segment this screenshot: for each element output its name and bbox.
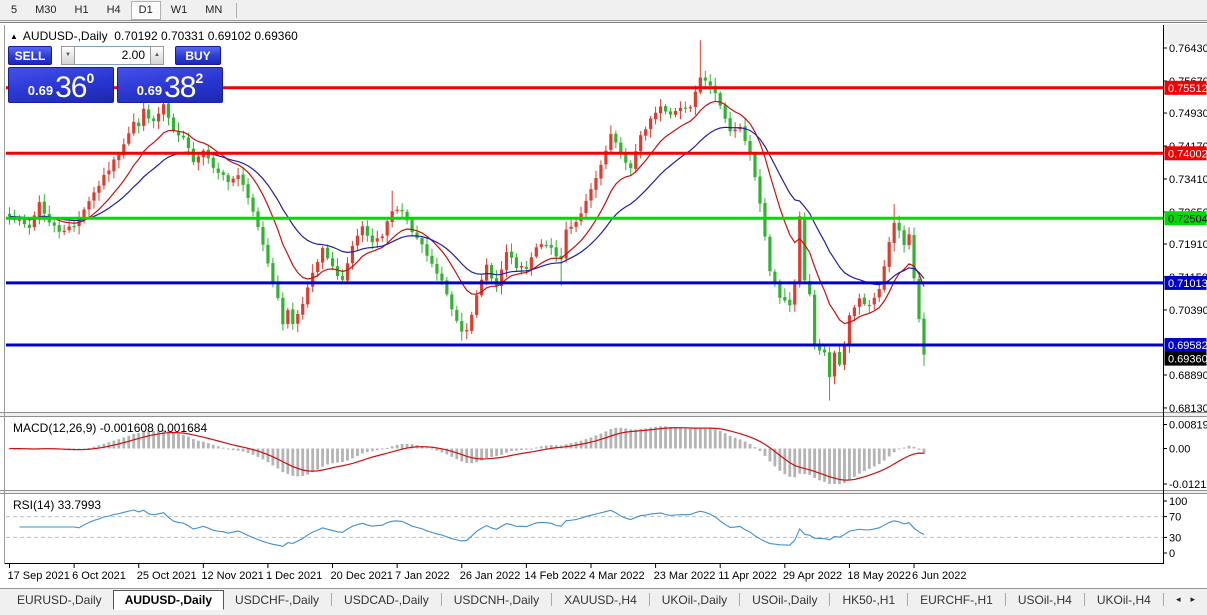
tab-ukoil-daily[interactable]: UKOil-,Daily [661, 592, 728, 607]
svg-text:17 Sep 2021: 17 Sep 2021 [8, 570, 70, 582]
timeframe-toolbar: 5 M30 H1 H4 D1 W1 MN [0, 0, 1207, 21]
tab-separator [739, 593, 741, 606]
tab-usdcad-daily[interactable]: USDCAD-,Daily [344, 592, 429, 607]
chart-ohlc: 0.70192 0.70331 0.69102 0.69360 [114, 29, 298, 43]
tab-separator [440, 593, 442, 606]
buy-price-big: 38 [164, 71, 196, 104]
svg-text:1 Dec 2021: 1 Dec 2021 [266, 570, 322, 582]
svg-text:0.71013: 0.71013 [1168, 278, 1207, 290]
svg-text:0.70390: 0.70390 [1169, 305, 1207, 317]
sell-price-small: 0.69 [27, 83, 54, 98]
svg-text:7 Jan 2022: 7 Jan 2022 [395, 570, 449, 582]
volume-field[interactable]: 2.00 [75, 46, 150, 65]
svg-text:11 Apr 2022: 11 Apr 2022 [718, 570, 777, 582]
timeframe-H4[interactable]: H4 [106, 3, 121, 16]
svg-text:14 Feb 2022: 14 Feb 2022 [524, 570, 586, 582]
tab-scroll-left-icon[interactable]: ◂ [1175, 594, 1181, 604]
svg-text:0.00: 0.00 [1169, 444, 1190, 456]
tab-separator [331, 593, 333, 606]
timeframe-M30[interactable]: M30 [35, 3, 57, 16]
chart-canvas[interactable]: 0.764300.756700.749300.741700.734100.726… [0, 23, 1207, 589]
sell-price-big: 36 [55, 71, 87, 104]
tab-separator [1083, 593, 1085, 606]
tab-separator [829, 593, 831, 606]
svg-text:0.69582: 0.69582 [1168, 340, 1207, 352]
volume-decrease-button[interactable]: ▼ [61, 46, 75, 65]
tab-usdcnh-daily[interactable]: USDCNH-,Daily [453, 592, 540, 607]
rsi-label: RSI(14) 33.7993 [13, 498, 101, 512]
svg-text:6 Jun 2022: 6 Jun 2022 [912, 570, 966, 582]
svg-text:29 Apr 2022: 29 Apr 2022 [783, 570, 842, 582]
svg-text:-0.01212: -0.01212 [1169, 479, 1207, 491]
timeframe-H1[interactable]: H1 [74, 3, 89, 16]
svg-text:18 May 2022: 18 May 2022 [847, 570, 911, 582]
svg-text:30: 30 [1169, 532, 1181, 544]
tab-scroll-right-icon[interactable]: ▸ [1190, 594, 1195, 604]
collapse-one-click-icon[interactable]: ▲ [10, 32, 18, 41]
sell-price-box[interactable]: 0.69 36 0 [8, 67, 114, 103]
svg-text:4 Mar 2022: 4 Mar 2022 [589, 570, 645, 582]
chart-title: ▲ AUDUSD-,Daily 0.70192 0.70331 0.69102 0… [10, 29, 298, 43]
svg-text:26 Jan 2022: 26 Jan 2022 [460, 570, 521, 582]
svg-text:0.68890: 0.68890 [1169, 370, 1207, 382]
svg-text:0.69360: 0.69360 [1168, 354, 1207, 366]
volume-increase-button[interactable]: ▲ [150, 46, 164, 65]
tab-xauusd-h4[interactable]: XAUUSD-,H4 [564, 592, 637, 607]
svg-text:0: 0 [1169, 548, 1175, 560]
tab-separator [551, 593, 553, 606]
tab-separator [648, 593, 650, 606]
svg-text:25 Oct 2021: 25 Oct 2021 [137, 570, 197, 582]
tab-eurchf-h1[interactable]: EURCHF-,H1 [920, 592, 993, 607]
tab-audusd-daily[interactable]: AUDUSD-,Daily [112, 589, 225, 610]
tab-usoil-h4[interactable]: USOil-,H4 [1017, 592, 1072, 607]
tab-hk50-h1[interactable]: HK50-,H1 [842, 592, 896, 607]
svg-text:23 Mar 2022: 23 Mar 2022 [654, 570, 716, 582]
timeframe-MN[interactable]: MN [205, 3, 223, 16]
sell-button[interactable]: SELL [8, 46, 52, 65]
buy-price-box[interactable]: 0.69 38 2 [117, 67, 223, 103]
tab-eurusd-daily[interactable]: EURUSD-,Daily [17, 592, 102, 607]
svg-text:20 Dec 2021: 20 Dec 2021 [331, 570, 393, 582]
timeframe-W1[interactable]: W1 [170, 3, 188, 16]
toolbar-separator [236, 2, 238, 18]
tab-separator [1004, 593, 1006, 606]
svg-text:0.75512: 0.75512 [1168, 83, 1207, 95]
tab-usdchf-daily[interactable]: USDCHF-,Daily [235, 592, 320, 607]
tab-separator [907, 593, 909, 606]
svg-text:0.72504: 0.72504 [1168, 213, 1207, 225]
svg-text:12 Nov 2021: 12 Nov 2021 [201, 570, 263, 582]
tab-usoil-daily[interactable]: USOil-,Daily [752, 592, 818, 607]
one-click-trading-panel: SELL ▼ 2.00 ▲ BUY 0.69 36 0 0.69 38 2 [8, 46, 225, 103]
tab-separator [1162, 593, 1164, 606]
svg-text:0.73410: 0.73410 [1169, 174, 1207, 186]
svg-text:0.74002: 0.74002 [1168, 148, 1207, 160]
symbol-tab-bar: EURUSD-,Daily AUDUSD-,Daily USDCHF-,Daily U… [0, 588, 1207, 610]
timeframe-5[interactable]: 5 [11, 3, 18, 16]
sell-price-sup: 0 [86, 70, 95, 86]
svg-text:0.74930: 0.74930 [1169, 108, 1207, 120]
svg-text:70: 70 [1169, 512, 1181, 524]
buy-price-sup: 2 [195, 70, 204, 86]
tab-ukoil-h4[interactable]: UKOil-,H4 [1096, 592, 1151, 607]
svg-text:0.76430: 0.76430 [1169, 43, 1207, 55]
svg-text:0.68130: 0.68130 [1169, 403, 1207, 415]
timeframe-D1[interactable]: D1 [130, 0, 161, 20]
buy-button[interactable]: BUY [175, 46, 221, 65]
svg-text:6 Oct 2021: 6 Oct 2021 [72, 570, 126, 582]
svg-text:100: 100 [1169, 496, 1187, 508]
macd-label: MACD(12,26,9) -0.001608 0.001684 [13, 421, 207, 435]
chart-symbol: AUDUSD-,Daily [22, 29, 108, 43]
tab-scroll-buttons: ◂ ▸ [1176, 594, 1207, 605]
chart-window: 0.764300.756700.749300.741700.734100.726… [0, 22, 1207, 588]
svg-text:0.71910: 0.71910 [1169, 239, 1207, 251]
buy-price-small: 0.69 [136, 83, 163, 98]
svg-text:0.008197: 0.008197 [1169, 419, 1207, 431]
